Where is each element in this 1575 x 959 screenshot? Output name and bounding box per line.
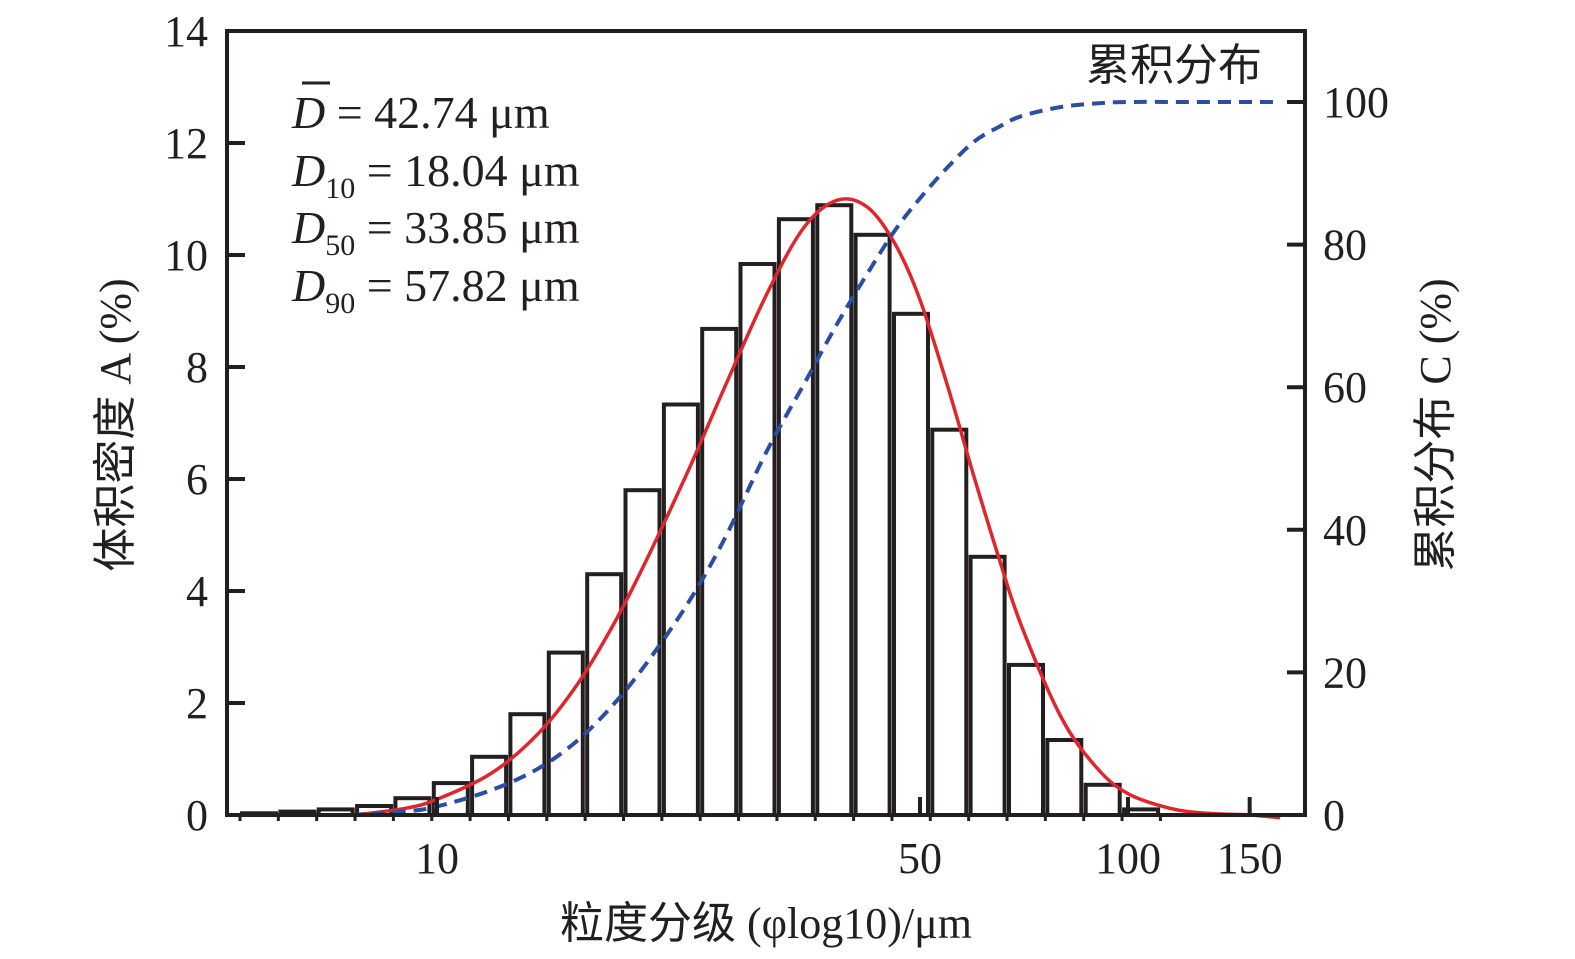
statistic-subscript: 90 bbox=[325, 287, 355, 320]
statistic-annotation: D90 = 57.82 μm bbox=[291, 260, 580, 320]
statistic-text: D = 42.74 μm bbox=[291, 87, 550, 138]
tick-marks bbox=[227, 29, 1305, 821]
tick-labels: 0 2 4 6 8 10 12 14 0 20 40 60 80 100 10 50 100 150 bbox=[164, 7, 1389, 883]
y-right-tick-label: 100 bbox=[1323, 78, 1389, 127]
histogram-bar bbox=[1007, 662, 1045, 818]
statistic-value: = 57.82 μm bbox=[355, 260, 580, 311]
histogram-bar bbox=[546, 650, 585, 817]
statistic-value: = 18.04 μm bbox=[355, 145, 580, 196]
histogram-bar bbox=[661, 402, 700, 817]
x-tick-label: 150 bbox=[1217, 834, 1283, 883]
histogram-bar bbox=[853, 232, 892, 818]
histogram-bar bbox=[1083, 782, 1122, 817]
statistic-subscript: 50 bbox=[325, 229, 355, 262]
x-axis-title: 粒度分级 (φlog10)/μm bbox=[560, 899, 972, 948]
y-left-tick-label: 6 bbox=[186, 455, 208, 504]
y-right-tick-label: 20 bbox=[1323, 648, 1367, 697]
statistic-text: D50 = 33.85 μm bbox=[291, 202, 580, 262]
histogram-bar bbox=[508, 712, 547, 818]
histogram-bar bbox=[700, 326, 739, 817]
statistic-annotation: D50 = 33.85 μm bbox=[291, 202, 580, 262]
axes bbox=[225, 29, 1307, 817]
statistic-value: = 42.74 μm bbox=[325, 87, 550, 138]
histogram-bar bbox=[930, 427, 969, 817]
y-left-tick-label: 12 bbox=[164, 119, 208, 168]
statistic-annotation: D10 = 18.04 μm bbox=[291, 145, 580, 205]
statistic-symbol: D bbox=[291, 145, 325, 196]
y-right-tick-label: 40 bbox=[1323, 506, 1367, 555]
statistic-symbol: D bbox=[291, 87, 325, 138]
curves bbox=[350, 99, 1281, 820]
statistic-annotation: D = 42.74 μm bbox=[291, 81, 550, 138]
y-left-axis-title: 体积密度 A (%) bbox=[91, 278, 140, 571]
histogram-bar bbox=[738, 262, 777, 817]
y-left-tick-label: 0 bbox=[186, 791, 208, 840]
y-right-tick-label: 60 bbox=[1323, 363, 1367, 412]
y-left-tick-label: 8 bbox=[186, 343, 208, 392]
histogram-bar bbox=[585, 572, 624, 818]
plot-frame bbox=[225, 29, 1307, 817]
y-left-tick-label: 14 bbox=[164, 7, 208, 56]
y-left-tick-label: 4 bbox=[186, 567, 208, 616]
density-fit-curve bbox=[354, 197, 1281, 820]
statistic-symbol: D bbox=[291, 260, 325, 311]
x-tick-label: 50 bbox=[898, 834, 942, 883]
histogram-bar bbox=[968, 554, 1007, 817]
legend-cumulative-label: 累积分布 bbox=[1086, 41, 1262, 90]
histogram-bar bbox=[1045, 738, 1084, 817]
statistic-symbol: D bbox=[291, 202, 325, 253]
statistic-text: D90 = 57.82 μm bbox=[291, 260, 580, 320]
histogram-bar bbox=[776, 217, 815, 817]
x-tick-label: 10 bbox=[415, 834, 459, 883]
y-left-tick-label: 2 bbox=[186, 679, 208, 728]
statistic-subscript: 10 bbox=[325, 172, 355, 205]
x-tick-label: 100 bbox=[1095, 834, 1161, 883]
y-right-axis-title: 累积分布 C (%) bbox=[1411, 278, 1460, 571]
cumulative-distribution-line bbox=[350, 99, 1281, 817]
histogram-bar bbox=[815, 203, 854, 817]
statistic-value: = 33.85 μm bbox=[355, 202, 580, 253]
y-right-tick-label: 0 bbox=[1323, 791, 1345, 840]
histogram-bar bbox=[892, 311, 930, 817]
y-right-tick-label: 80 bbox=[1323, 221, 1367, 270]
y-left-tick-label: 10 bbox=[164, 231, 208, 280]
statistic-text: D10 = 18.04 μm bbox=[291, 145, 580, 205]
